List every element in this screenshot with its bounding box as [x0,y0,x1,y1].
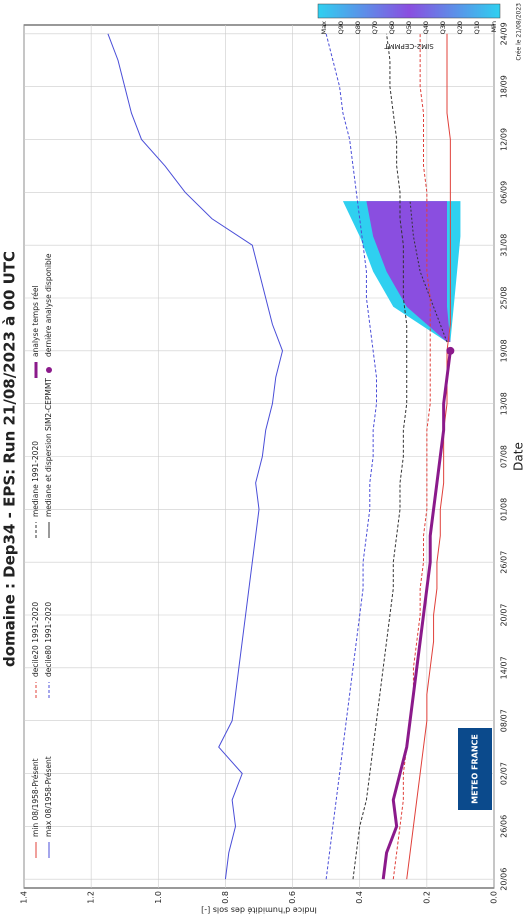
ensemble-inner-band [366,201,451,343]
x-tick-label: 24/09 [500,22,509,45]
colorbar-label: Max [320,21,328,35]
series-line [406,33,451,880]
y-tick-label: 1.2 [87,891,96,904]
x-tick-label: 13/08 [500,392,509,415]
ensemble-median [409,201,448,343]
legend-label: decile80 1991-2020 [44,602,53,677]
legend-label: analyse temps réel [31,285,40,357]
x-tick-label: 31/08 [500,234,509,257]
x-tick-label: 02/07 [500,762,509,785]
colorbar-label: Q90 [337,21,345,34]
logo-box [458,728,492,810]
legend-swatch [46,367,52,373]
colorbar [317,3,501,19]
series-line [352,33,408,880]
colorbar-label: Min [490,21,498,33]
last-analysis-point [446,346,455,355]
colorbar-label: Q60 [388,21,396,34]
y-tick-label: 1.0 [154,891,163,904]
y-tick-label: 0.4 [355,891,364,904]
x-tick-label: 18/09 [500,75,509,98]
colorbar-label: Q50 [405,21,413,34]
chart-title: domaine : Dep34 - EPS: Run 21/08/2023 à … [1,251,19,667]
colorbar-label: Q80 [354,21,362,34]
colorbar-label: Q40 [422,21,430,34]
x-tick-label: 26/06 [500,815,509,838]
x-tick-label: 06/09 [500,181,509,204]
x-axis-label: Date [512,442,526,471]
legend-label: min 08/1958-Présent [31,758,40,837]
colorbar-label: Q70 [371,21,379,34]
legend-label: mediane et dispersion SIM2-CEPMMT [44,378,53,517]
legend-label: max 08/1958-Présent [44,756,53,837]
y-tick-label: 0.6 [288,891,297,904]
legend-label: decile20 1991-2020 [31,602,40,677]
y-tick-label: 0.8 [221,891,230,904]
colorbar-label: Q20 [456,21,464,34]
y-axis-label: Indice d'humidité des sols [-] [201,906,317,916]
x-tick-label: 26/07 [500,551,509,574]
y-tick-label: 1.4 [20,891,29,904]
x-tick-label: 20/06 [500,868,509,891]
series-line [107,33,284,880]
x-tick-label: 25/08 [500,286,509,309]
colorbar-title: SIM2-CEPMMT [384,42,434,50]
logo-text: METEO FRANCE [471,734,480,804]
series-line [325,33,377,880]
x-tick-label: 20/07 [500,603,509,626]
colorbar-label: Q30 [439,21,447,34]
x-tick-label: 01/08 [500,498,509,521]
series-line [381,350,452,880]
x-tick-label: 07/08 [500,445,509,468]
x-tick-label: 19/08 [500,339,509,362]
legend-label: mediane 1991-2020 [31,441,40,517]
x-tick-label: 12/09 [500,128,509,151]
rotated-chart: domaine : Dep34 - EPS: Run 21/08/2023 à … [1,3,526,916]
legend-label: dernière analyse disponible [44,253,53,357]
y-tick-label: 0.2 [422,891,431,904]
colorbar-label: Q10 [473,21,481,34]
y-tick-label: 0.0 [490,891,499,904]
note: Crée le 21/08/2023 [516,3,523,61]
x-tick-label: 08/07 [500,709,509,732]
x-tick-label: 14/07 [500,656,509,679]
